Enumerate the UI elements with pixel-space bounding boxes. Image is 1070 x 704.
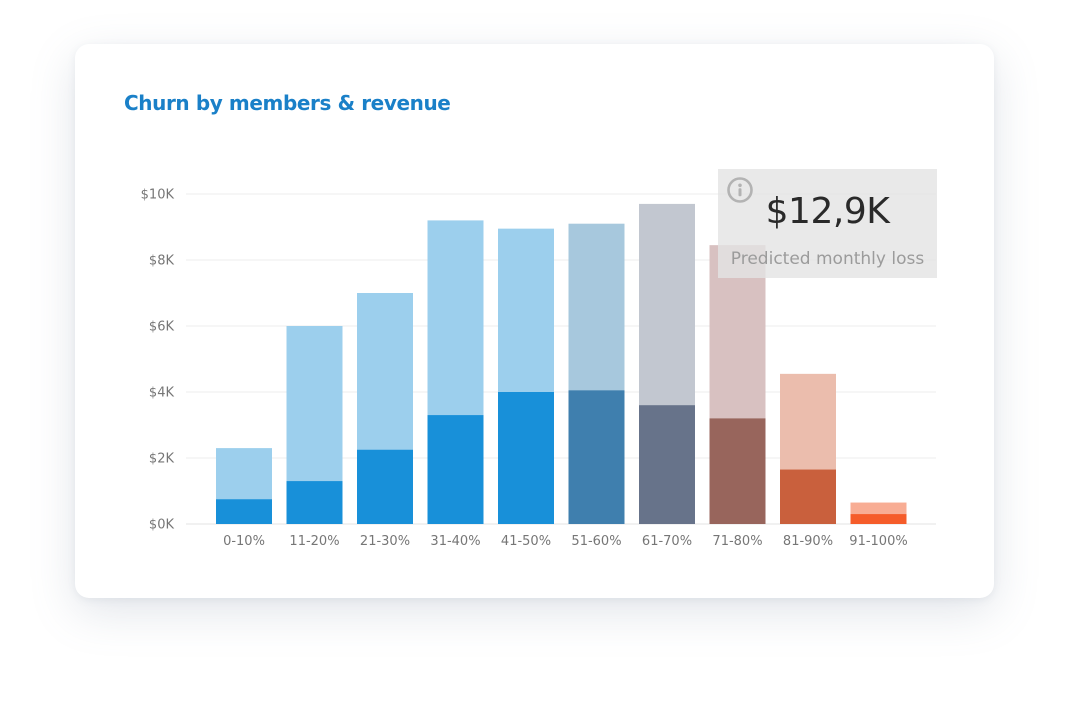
x-tick-label: 91-100% (849, 534, 907, 549)
kpi-value: $12,9K (765, 191, 890, 232)
predicted-loss-kpi: $12,9K Predicted monthly loss (718, 169, 937, 278)
y-tick-label: $10K (141, 188, 175, 203)
bar-members[interactable] (639, 405, 695, 524)
card-title: Churn by members & revenue (124, 91, 451, 115)
churn-card: Churn by members & revenue $0K $2K $4K $6K $… (75, 44, 994, 598)
bar-members[interactable] (286, 481, 343, 524)
x-tick-label: 51-60% (571, 534, 621, 549)
bar-members[interactable] (850, 514, 907, 524)
y-tick-label: $8K (149, 254, 175, 269)
kpi-caption: Predicted monthly loss (730, 249, 925, 269)
x-tick-label: 0-10% (223, 534, 265, 549)
bar-members[interactable] (709, 418, 766, 524)
x-tick-label: 11-20% (289, 534, 339, 549)
x-tick-label: 71-80% (712, 534, 762, 549)
y-tick-label: $6K (149, 320, 175, 335)
bar-members[interactable] (427, 415, 484, 524)
info-icon[interactable] (727, 177, 753, 203)
bar-members[interactable] (568, 390, 625, 524)
x-tick-label: 61-70% (642, 534, 692, 549)
churn-bar-chart: $0K $2K $4K $6K $8K $10K 0-10% 11-20% 21-30% 31-… (141, 188, 936, 549)
y-tick-label: $0K (149, 518, 175, 533)
bar-members[interactable] (780, 469, 836, 524)
x-tick-label: 41-50% (501, 534, 551, 549)
bar-members[interactable] (216, 499, 272, 524)
bar-members[interactable] (357, 449, 413, 524)
x-tick-label: 81-90% (783, 534, 833, 549)
x-tick-label: 21-30% (360, 534, 410, 549)
y-tick-label: $2K (149, 452, 175, 467)
bar-members[interactable] (498, 392, 554, 524)
x-tick-label: 31-40% (430, 534, 480, 549)
y-tick-label: $4K (149, 386, 175, 401)
